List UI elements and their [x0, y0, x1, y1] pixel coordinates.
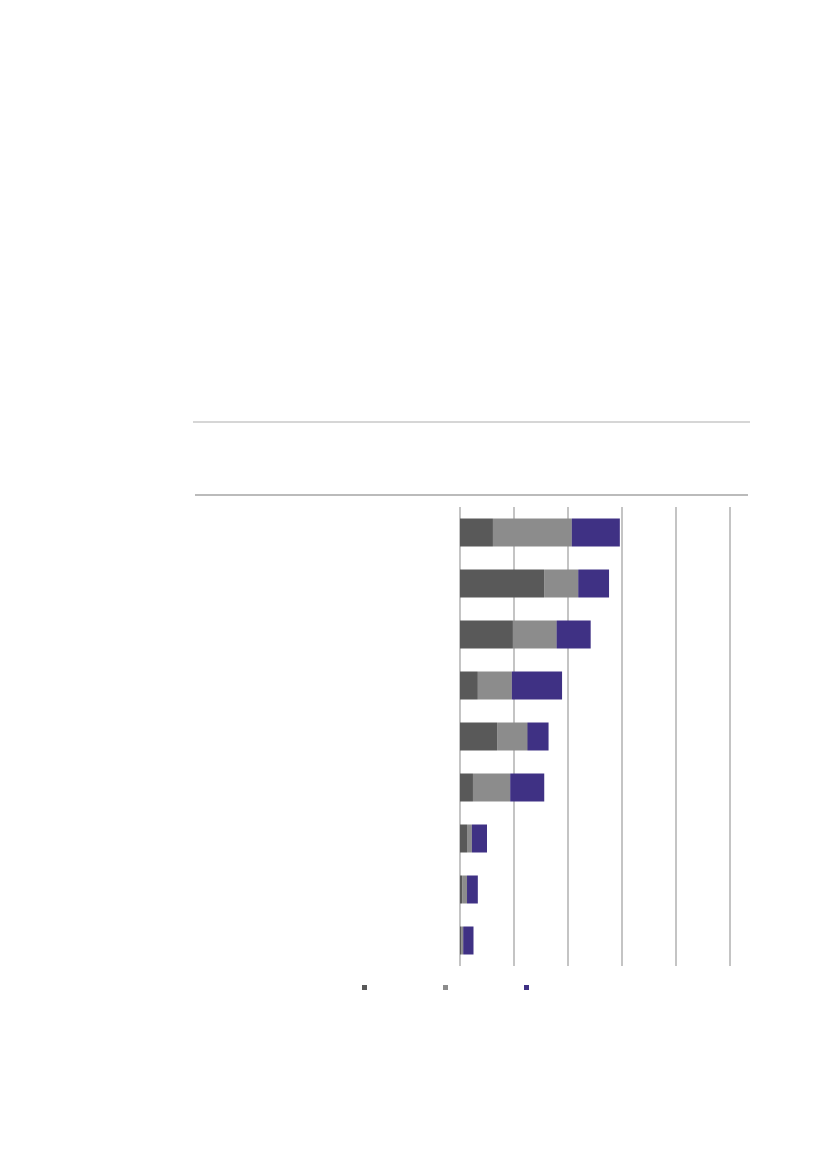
bar-segment: [510, 773, 545, 802]
bar-segment: [460, 671, 478, 700]
bar-segment: [497, 722, 528, 751]
bar-segment: [463, 926, 474, 955]
bar-segment: [556, 620, 591, 649]
bar-segment: [460, 824, 468, 853]
legend-marker: [362, 985, 367, 990]
bar-segment: [571, 518, 620, 547]
bar-segment: [492, 518, 572, 547]
bar-segment: [460, 926, 462, 955]
bar-segment: [512, 620, 557, 649]
bar-segment: [467, 875, 478, 904]
bar-segment: [461, 926, 464, 955]
bar-segment: [467, 824, 472, 853]
bar-segment: [460, 569, 545, 598]
bar-segment: [460, 773, 473, 802]
bar-segment: [460, 722, 498, 751]
bar-segment: [511, 671, 563, 700]
legend-marker: [443, 985, 448, 990]
bar-segment: [462, 875, 468, 904]
bar-segment: [527, 722, 549, 751]
bar-segment: [544, 569, 579, 598]
bar-segment: [578, 569, 610, 598]
bar-segment: [471, 824, 487, 853]
bar-segment: [460, 875, 463, 904]
legend-marker: [524, 985, 529, 990]
bar-segment: [460, 518, 493, 547]
bar-segment: [460, 620, 513, 649]
bar-segment: [472, 773, 511, 802]
bar-segment: [477, 671, 512, 700]
